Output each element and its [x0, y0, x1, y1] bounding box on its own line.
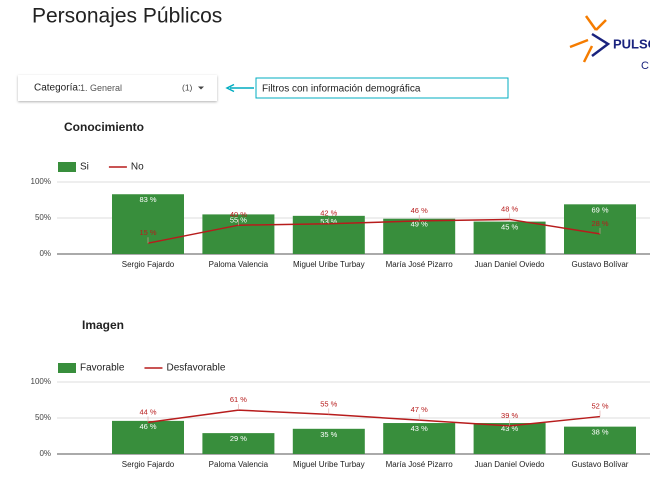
chart-title: Imagen	[82, 318, 124, 332]
logo-text: PULSO	[613, 36, 650, 51]
logo: PULSO C	[569, 15, 650, 72]
x-tick-label: María José Pizarro	[386, 260, 454, 269]
legend-label: Si	[80, 162, 89, 173]
chart-title: Conocimiento	[64, 120, 144, 134]
legend-swatch	[58, 363, 76, 373]
bar-value-label: 35 %	[320, 430, 337, 439]
legend-label: Desfavorable	[166, 363, 225, 374]
bar	[112, 194, 184, 254]
bar	[292, 428, 365, 454]
line-value-label: 61 %	[230, 395, 247, 404]
bar-value-label: 43 %	[411, 424, 428, 433]
line	[147, 409, 601, 427]
bar-value-label: 69 %	[591, 205, 608, 214]
x-tick-label: María José Pizarro	[386, 460, 454, 469]
line-value-label: 46 %	[411, 206, 428, 215]
page-title: Personajes Públicos	[32, 5, 222, 28]
logo-subtext: C	[641, 60, 649, 72]
y-tick-label: 0%	[39, 249, 51, 258]
bar	[383, 423, 456, 454]
y-tick-label: 100%	[31, 177, 51, 186]
x-tick-label: Sergio Fajardo	[122, 260, 175, 269]
filter-value: 1. General	[80, 83, 122, 93]
line-value-label: 40 %	[230, 210, 247, 219]
y-tick-label: 50%	[35, 413, 51, 422]
x-tick-label: Miguel Uribe Turbay	[293, 260, 365, 269]
line-value-label: 44 %	[139, 407, 156, 416]
chart: Conocimiento 0% 50% 100% Si No Sergio Fajardo P…	[31, 120, 650, 269]
legend-label: No	[131, 162, 144, 173]
x-tick-label: Paloma Valencia	[209, 460, 269, 469]
line-value-label: 15 %	[139, 228, 156, 237]
bar-value-label: 38 %	[591, 428, 608, 437]
line-value-label: 47 %	[411, 405, 428, 414]
bar-value-label: 46 %	[139, 422, 156, 431]
bar-value-label: 45 %	[501, 223, 518, 232]
bar-value-label: 29 %	[230, 434, 247, 443]
y-tick-label: 50%	[35, 213, 51, 222]
bar	[473, 423, 546, 454]
bar-value-label: 49 %	[411, 220, 428, 229]
line-value-label: 28 %	[591, 219, 608, 228]
bar	[112, 420, 184, 454]
y-tick-label: 100%	[31, 377, 51, 386]
filter-control[interactable]: Categoría: 1. General (1)	[18, 75, 217, 101]
bar-value-label: 43 %	[501, 424, 518, 433]
x-tick-label: Juan Daniel Oviedo	[475, 260, 545, 269]
line-value-label: 39 %	[501, 411, 518, 420]
filter-box[interactable]	[18, 75, 217, 101]
bar-value-label: 83 %	[139, 195, 156, 204]
bar	[564, 426, 636, 454]
note-text: Filtros con información demográfica	[262, 84, 421, 95]
dropdown-arrow[interactable]	[198, 86, 204, 90]
filter-label: Categoría:	[34, 83, 81, 94]
filter-count: (1)	[182, 82, 193, 92]
bar	[202, 433, 275, 454]
x-tick-label: Juan Daniel Oviedo	[475, 460, 545, 469]
y-tick-label: 0%	[39, 449, 51, 458]
x-tick-label: Paloma Valencia	[209, 260, 269, 269]
bar	[383, 218, 456, 254]
line-value-label: 52 %	[591, 402, 608, 411]
x-tick-label: Sergio Fajardo	[122, 460, 175, 469]
chart: Imagen 0% 50% 100% Favorable Desfavorable Serg…	[31, 318, 650, 469]
arrow	[225, 83, 254, 93]
x-tick-label: Gustavo Bolívar	[572, 260, 629, 269]
line-value-label: 48 %	[501, 204, 518, 213]
line	[147, 218, 601, 244]
line-value-label: 55 %	[320, 399, 337, 408]
x-tick-label: Gustavo Bolívar	[572, 460, 629, 469]
note-box	[255, 77, 509, 99]
legend-swatch	[58, 162, 76, 172]
x-tick-label: Miguel Uribe Turbay	[293, 460, 365, 469]
line-value-label: 42 %	[320, 209, 337, 218]
legend-label: Favorable	[80, 363, 125, 374]
bar	[473, 221, 546, 254]
